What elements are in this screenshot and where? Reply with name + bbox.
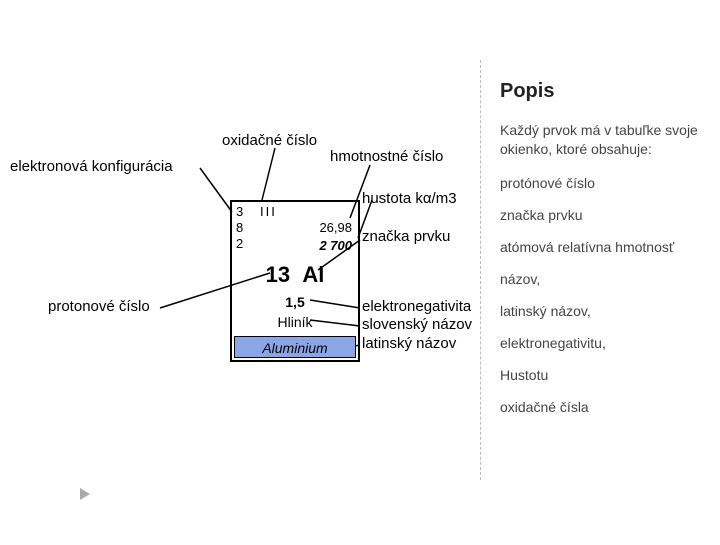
label-name-la: latinský názov <box>362 335 456 352</box>
description-intro: Každý prvok má v tabuľke svoje okienko, … <box>500 121 700 159</box>
element-cell: 3 8 2 III 26,98 2 700 13 Al 1,5 Hliník A… <box>230 200 360 362</box>
cell-proton-number: 13 <box>266 262 290 287</box>
label-electronegativity: elektronegativita <box>362 298 471 315</box>
description-item: názov, <box>500 271 700 287</box>
description-item: elektronegativitu, <box>500 335 700 351</box>
label-electron-config: elektronová konfigurácia <box>10 158 173 175</box>
description-item: atómová relatívna hmotnosť <box>500 239 700 255</box>
cell-ec-2: 8 <box>236 220 243 235</box>
description-item: latinský názov, <box>500 303 700 319</box>
description-item: oxidačné čísla <box>500 399 700 415</box>
description-item: značka prvku <box>500 207 700 223</box>
vertical-separator <box>480 60 481 480</box>
diagram-area: elektronová konfigurácia oxidačné číslo … <box>0 0 470 540</box>
cell-density: 2 700 <box>319 238 352 253</box>
cell-proton-symbol: 13 Al <box>232 262 358 288</box>
label-proton: protonové číslo <box>48 298 150 315</box>
label-mass: hmotnostné číslo <box>330 148 443 165</box>
cell-ec-1: 3 <box>236 204 243 219</box>
description-panel: Popis Každý prvok má v tabuľke svoje oki… <box>500 80 700 431</box>
description-title: Popis <box>500 80 700 103</box>
label-name-sk: slovenský názov <box>362 316 472 333</box>
label-symbol: značka prvku <box>362 228 450 245</box>
cell-symbol: Al <box>302 262 324 287</box>
cell-electronegativity: 1,5 <box>232 294 358 310</box>
label-density: hustota kα/m3 <box>362 190 457 207</box>
cell-oxidation: III <box>260 204 277 219</box>
description-item: protónové číslo <box>500 175 700 191</box>
cell-name-la: Aluminium <box>234 336 356 358</box>
label-oxidation: oxidačné číslo <box>222 132 317 149</box>
description-item: Hustotu <box>500 367 700 383</box>
cell-mass: 26,98 <box>319 220 352 235</box>
cell-name-sk: Hliník <box>232 314 358 330</box>
cell-ec-3: 2 <box>236 236 243 251</box>
decorative-triangle-icon <box>80 488 90 500</box>
